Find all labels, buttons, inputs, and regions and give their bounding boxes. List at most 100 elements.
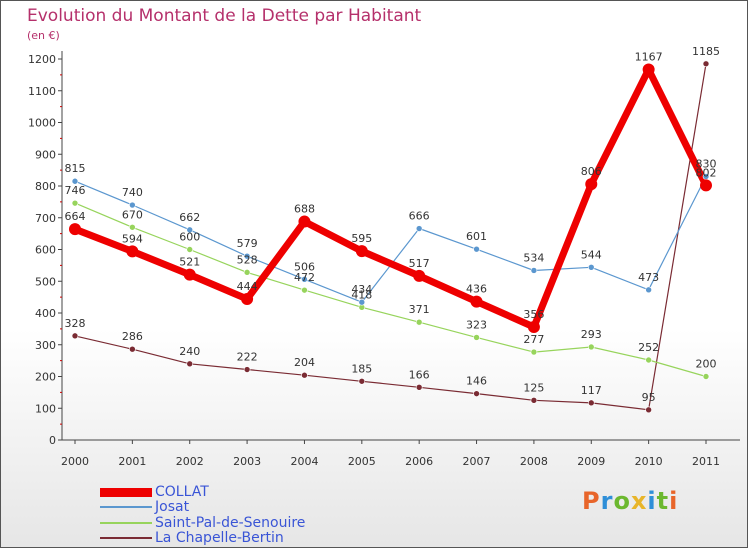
data-point: [470, 295, 483, 308]
legend-swatch: [100, 506, 152, 508]
legend-item: COLLAT: [100, 485, 209, 499]
data-point: [186, 226, 194, 234]
data-label: 204: [294, 356, 315, 369]
data-label: 200: [696, 358, 717, 371]
series-line: [71, 66, 710, 331]
legend-label: COLLAT: [155, 484, 209, 500]
data-point: [243, 269, 251, 276]
data-label: 662: [179, 211, 200, 224]
data-point: [473, 245, 480, 253]
x-tick-label: 2004: [290, 455, 318, 468]
data-point: [473, 334, 480, 341]
series-line: [74, 202, 707, 378]
data-label: 534: [523, 251, 544, 264]
legend-item: Saint-Pal-de-Senouire: [100, 516, 305, 530]
y-tick-label: 500: [35, 275, 56, 288]
data-label: 664: [65, 210, 86, 223]
data-label: 472: [294, 271, 315, 284]
data-point: [415, 383, 423, 391]
data-label: 1167: [635, 50, 663, 63]
data-label: 746: [65, 184, 86, 197]
data-label: 528: [237, 253, 258, 266]
data-point: [702, 373, 710, 380]
data-label: 418: [351, 288, 372, 301]
logo-letter: r: [600, 487, 614, 515]
data-point: [585, 178, 598, 191]
data-label: 594: [122, 232, 143, 245]
data-point: [530, 267, 538, 274]
y-tick-label: 900: [35, 148, 56, 161]
logo-letter: x: [630, 487, 648, 515]
y-tick-label: 700: [35, 212, 56, 225]
legend-swatch: [100, 537, 152, 539]
x-tick-label: 2006: [405, 455, 433, 468]
data-point: [186, 360, 194, 368]
data-label: 666: [409, 210, 430, 223]
data-label: 328: [65, 317, 86, 330]
y-tick-label: 200: [35, 371, 56, 384]
y-tick-label: 600: [35, 244, 56, 257]
data-label: 579: [237, 237, 258, 250]
x-tick-label: 2011: [692, 455, 720, 468]
data-point: [415, 225, 423, 232]
data-point: [415, 318, 423, 326]
chart-unit: (en €): [27, 29, 60, 42]
series-line: [74, 63, 707, 411]
data-label: 436: [466, 283, 487, 296]
x-tick-label: 2001: [118, 455, 146, 468]
data-label: 600: [179, 231, 200, 244]
data-point: [69, 223, 81, 236]
data-label: 166: [409, 368, 430, 381]
data-point: [301, 371, 308, 379]
x-tick-label: 2009: [577, 455, 605, 468]
data-point: [587, 263, 595, 271]
data-point: [527, 320, 540, 333]
data-point: [358, 298, 366, 306]
data-point: [530, 348, 538, 356]
data-point: [126, 245, 139, 258]
data-label: 293: [581, 328, 602, 341]
data-label: 670: [122, 208, 143, 221]
data-label: 125: [523, 381, 544, 394]
data-label: 252: [638, 341, 659, 354]
data-point: [301, 286, 308, 294]
proxiti-logo: Proxiti: [582, 487, 678, 515]
data-label: 688: [294, 203, 315, 216]
data-label: 371: [409, 303, 430, 316]
y-tick-label: 100: [35, 402, 56, 415]
data-point: [183, 268, 196, 281]
data-point: [129, 345, 136, 353]
y-tick-label: 1200: [28, 53, 56, 66]
y-tick-label: 300: [35, 339, 56, 352]
data-point: [642, 63, 655, 76]
legend-label: Josat: [155, 499, 190, 515]
data-label: 117: [581, 384, 602, 397]
logo-letter: o: [613, 487, 631, 515]
x-tick-label: 2003: [233, 455, 261, 468]
data-label: 815: [65, 162, 86, 175]
data-point: [241, 293, 254, 306]
data-point: [71, 332, 79, 340]
legend-label: La Chapelle-Bertin: [155, 530, 284, 546]
data-label: 444: [237, 280, 258, 293]
data-point: [702, 60, 710, 68]
y-tick-label: 1100: [28, 85, 56, 98]
data-point: [587, 343, 595, 351]
data-point: [71, 199, 79, 207]
data-point: [301, 276, 308, 283]
x-tick-label: 2005: [348, 455, 376, 468]
chart-title: Evolution du Montant de la Dette par Hab…: [27, 6, 422, 26]
legend-label: Saint-Pal-de-Senouire: [155, 515, 306, 531]
data-point: [129, 201, 136, 209]
data-label: 356: [523, 308, 544, 321]
logo-letter: i: [647, 487, 657, 515]
data-point: [645, 356, 652, 364]
data-label: 740: [122, 186, 143, 199]
data-label: 1185: [692, 45, 720, 58]
data-point: [473, 390, 480, 397]
data-label: 240: [179, 345, 200, 358]
series-line: [74, 175, 707, 303]
x-tick-label: 2000: [61, 455, 89, 468]
data-point: [530, 397, 538, 404]
